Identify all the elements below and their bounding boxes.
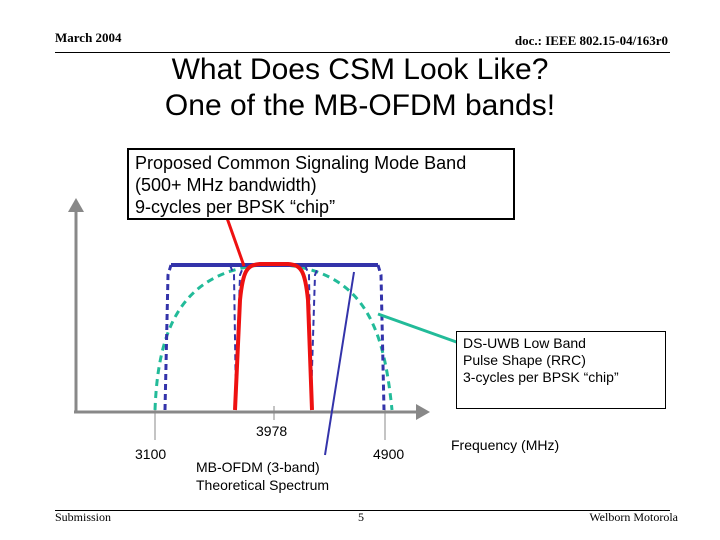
header-date: March 2004 <box>55 30 122 45</box>
ofdm-label: MB-OFDM (3-band) Theoretical Spectrum <box>196 458 329 494</box>
footer-submission: Submission <box>55 510 112 524</box>
tick-label-3100: 3100 <box>135 446 167 462</box>
dsuwb-callout-line-1: DS-UWB Low Band <box>463 335 586 351</box>
x-axis-arrow <box>416 404 430 420</box>
csm-band-curve <box>233 262 314 411</box>
dsuwb-callout-box: DS-UWB Low Band Pulse Shape (RRC) 3-cycl… <box>456 331 666 409</box>
dsuwb-leader-line <box>377 312 463 346</box>
title-line-2: One of the MB-OFDM bands! <box>164 89 556 122</box>
csm-leader-line <box>225 217 246 267</box>
page-number: 5 <box>358 510 364 524</box>
header-doc-id: doc.: IEEE 802.15-04/163r0 <box>514 33 668 48</box>
tick-label-4900: 4900 <box>373 446 405 462</box>
dsuwb-callout-line-3: 3-cycles per BPSK “chip” <box>463 369 619 385</box>
csm-callout-line-2: (500+ MHz bandwidth) <box>135 175 317 195</box>
csm-callout-line-1: Proposed Common Signaling Mode Band <box>135 153 467 173</box>
ofdm-leader-line <box>324 271 355 456</box>
csm-callout-box: Proposed Common Signaling Mode Band (500… <box>127 148 515 220</box>
ofdm-label-line-1: MB-OFDM (3-band) <box>196 459 320 475</box>
csm-callout-line-3: 9-cycles per BPSK “chip” <box>135 197 336 217</box>
ofdm-label-line-2: Theoretical Spectrum <box>196 477 330 493</box>
footer-author: Welborn Motorola <box>589 510 678 524</box>
y-axis-arrow <box>68 198 84 212</box>
dsuwb-spectrum-curve <box>153 262 394 411</box>
footer-divider <box>55 510 670 511</box>
dsuwb-callout-line-2: Pulse Shape (RRC) <box>463 352 586 368</box>
ofdm-band-3-edge <box>376 264 386 411</box>
tick-label-3978: 3978 <box>256 423 288 439</box>
x-axis-label: Frequency (MHz) <box>451 437 560 453</box>
title-line-1: What Does CSM Look Like? <box>171 53 549 86</box>
ofdm-band-1-edge <box>163 264 173 411</box>
header-divider <box>55 52 670 53</box>
slide-title: What Does CSM Look Like? One of the MB-O… <box>0 52 720 124</box>
